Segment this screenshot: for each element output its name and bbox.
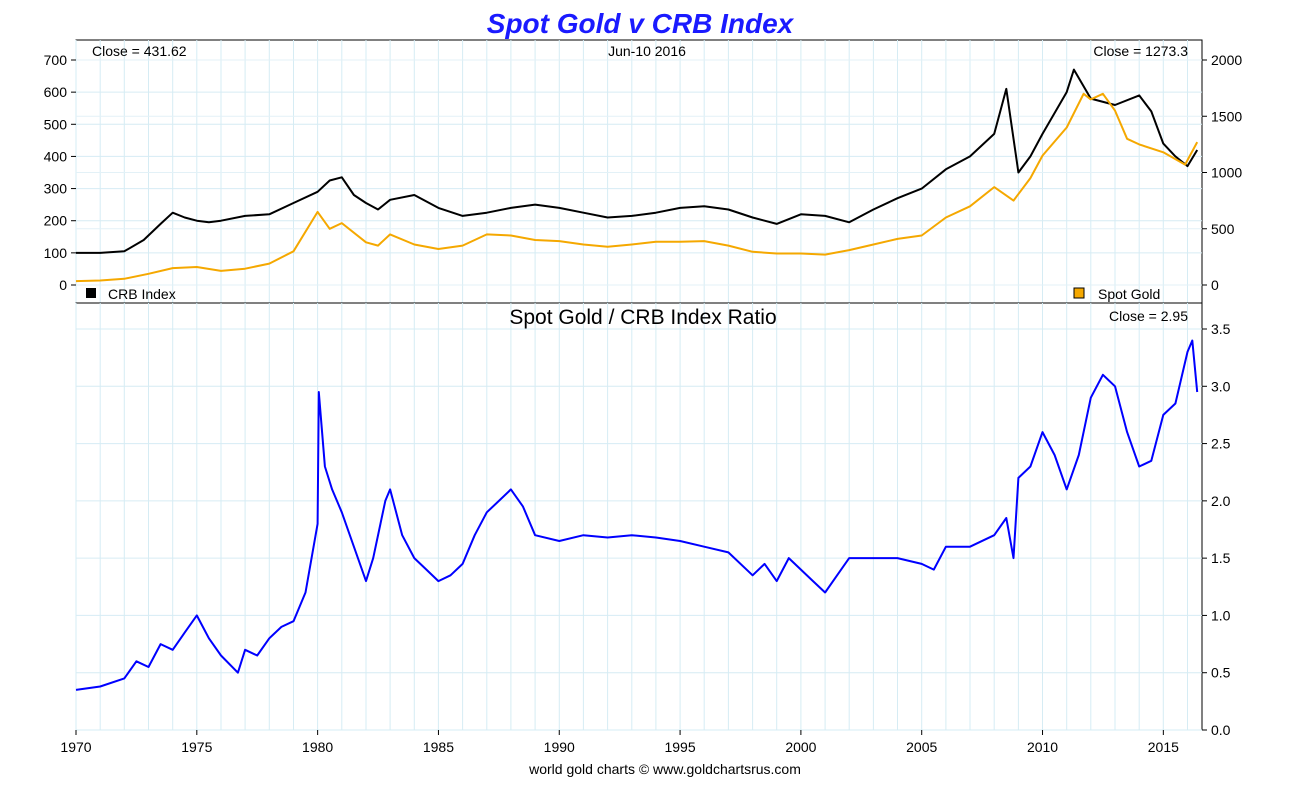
- y-tick-label: 1500: [1211, 108, 1242, 124]
- top-panel-frame: [75, 39, 1203, 304]
- legend-label-crb-index: CRB Index: [108, 286, 176, 302]
- y-tick-label: 1000: [1211, 165, 1242, 181]
- y-tick-label: 100: [44, 245, 68, 261]
- x-tick-label: 2010: [1027, 739, 1058, 755]
- bottom-right-axis: 0.0 0.5 1.0 1.5 2.0 2.5 3.0 3.5: [1202, 321, 1231, 738]
- y-tick-label: 1.5: [1211, 550, 1231, 566]
- date-label: Jun-10 2016: [608, 43, 686, 59]
- y-tick-label: 2.0: [1211, 493, 1231, 509]
- x-tick-label: 2005: [906, 739, 937, 755]
- bottom-panel-frame: [75, 302, 1203, 731]
- top-right-axis: 0 500 1000 1500 2000: [1202, 52, 1242, 293]
- legend-swatch-spot-gold: [1073, 287, 1085, 299]
- bottom-panel-series: [75, 339, 1199, 691]
- bottom-panel-grid: [75, 303, 1202, 731]
- top-panel-grid: [75, 40, 1202, 303]
- x-axis: 1970 1975 1980 1985 1990 1995 2000 2005 2010 2015: [60, 730, 1179, 755]
- footer-credit: world gold charts © www.goldchartsrus.co…: [528, 761, 801, 777]
- x-tick-label: 1980: [302, 739, 333, 755]
- y-tick-label: 0: [59, 277, 67, 293]
- y-tick-label: 0.5: [1211, 665, 1231, 681]
- y-tick-label: 3.0: [1211, 378, 1231, 394]
- y-tick-label: 700: [44, 52, 68, 68]
- y-tick-label: 0: [1211, 277, 1219, 293]
- y-tick-label: 2000: [1211, 52, 1242, 68]
- crb-close-label: Close = 431.62: [92, 43, 187, 59]
- gold-close-label: Close = 1273.3: [1093, 43, 1188, 59]
- ratio-panel-title: Spot Gold / CRB Index Ratio: [509, 306, 776, 329]
- legend-label-spot-gold: Spot Gold: [1098, 286, 1160, 302]
- legend-swatch-crb-index: [86, 288, 96, 298]
- x-tick-label: 1990: [544, 739, 575, 755]
- y-tick-label: 600: [44, 84, 68, 100]
- y-tick-label: 300: [44, 181, 68, 197]
- x-tick-label: 1975: [181, 739, 212, 755]
- x-tick-label: 2000: [785, 739, 816, 755]
- y-tick-label: 200: [44, 213, 68, 229]
- x-tick-label: 1970: [60, 739, 91, 755]
- legend-crb-index: CRB Index: [86, 286, 176, 302]
- series-line-spot-gold: [75, 92, 1199, 283]
- legend-spot-gold: Spot Gold: [1073, 286, 1160, 302]
- x-tick-label: 1985: [423, 739, 454, 755]
- y-tick-label: 500: [44, 116, 68, 132]
- chart-title: Spot Gold v CRB Index: [487, 8, 795, 39]
- y-tick-label: 400: [44, 148, 68, 164]
- y-tick-label: 2.5: [1211, 436, 1231, 452]
- y-tick-label: 1.0: [1211, 607, 1231, 623]
- x-tick-label: 1995: [664, 739, 695, 755]
- y-tick-label: 500: [1211, 221, 1235, 237]
- ratio-close-label: Close = 2.95: [1109, 308, 1188, 324]
- top-left-axis: 0 100 200 300 400 500 600 700: [44, 52, 76, 293]
- series-line-crb-index: [76, 68, 1199, 254]
- bottom-panel: 0.0 0.5 1.0 1.5 2.0 2.5 3.0 3.5 Spot Gold / CRB…: [75, 302, 1231, 738]
- y-tick-label: 0.0: [1211, 722, 1231, 738]
- x-tick-label: 2015: [1148, 739, 1179, 755]
- top-panel-series: [75, 68, 1199, 283]
- y-tick-label: 3.5: [1211, 321, 1231, 337]
- series-line-ratio: [75, 339, 1199, 691]
